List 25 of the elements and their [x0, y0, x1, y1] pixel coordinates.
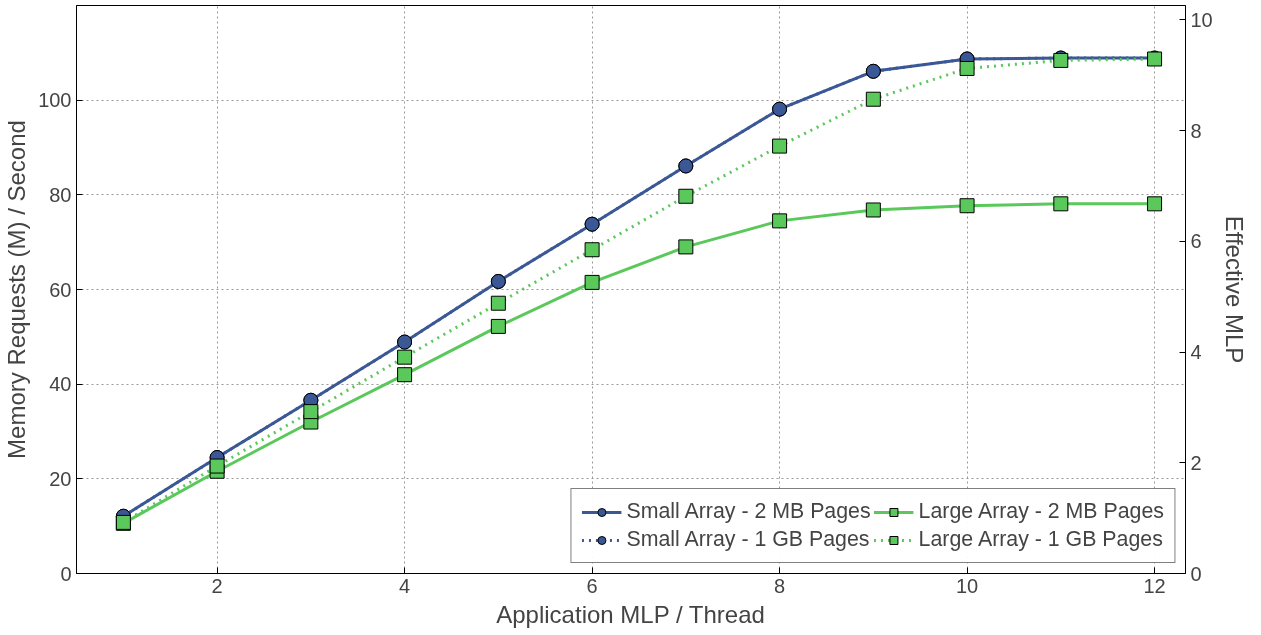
y2-tick-label: 6 — [1190, 230, 1202, 253]
y2-tick-label: 10 — [1190, 8, 1213, 31]
x-tick-label: 10 — [955, 574, 979, 597]
y-tick-label: 40 — [49, 373, 72, 396]
y-tick-label: 100 — [38, 89, 72, 112]
y-tick-label: 80 — [49, 183, 72, 206]
y2-axis-title: Effective MLP — [1220, 215, 1248, 364]
legend-label: Small Array - 2 MB Pages — [626, 499, 871, 524]
legend-label: Large Array - 1 GB Pages — [918, 527, 1163, 552]
y2-tick-label: 0 — [1190, 562, 1202, 585]
x-tick-label: 12 — [1143, 574, 1166, 597]
x-tick-label: 4 — [399, 574, 411, 597]
y2-tick-label: 8 — [1190, 119, 1202, 142]
y2-tick-label: 4 — [1190, 341, 1202, 364]
legend-label: Large Array - 2 MB Pages — [918, 499, 1164, 524]
y-axis-title: Memory Requests (M) / Second — [3, 120, 31, 459]
legend-label: Small Array - 1 GB Pages — [626, 527, 870, 552]
y-tick-label: 0 — [60, 562, 72, 585]
y-tick-label: 20 — [49, 467, 72, 490]
y-tick-label: 60 — [49, 278, 72, 301]
x-tick-label: 6 — [586, 574, 598, 597]
x-tick-label: 8 — [774, 574, 786, 597]
x-tick-label: 2 — [211, 574, 223, 597]
x-axis-title: Application MLP / Thread — [496, 600, 765, 628]
y2-tick-label: 2 — [1190, 451, 1202, 474]
